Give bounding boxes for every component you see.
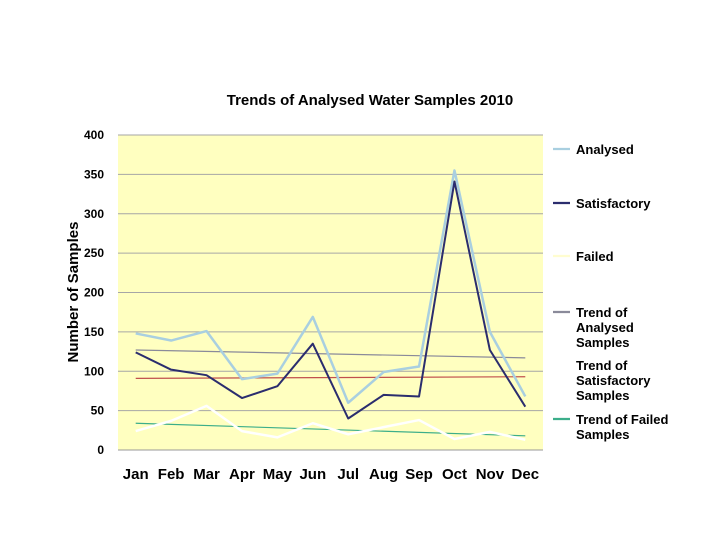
y-tick-label: 100 <box>84 364 104 378</box>
y-axis-ticks: 0 50 100 150 200 250 300 350 400 <box>84 128 104 457</box>
y-tick-label: 400 <box>84 128 104 142</box>
trend-line-0 <box>135 349 526 359</box>
legend-label: Trend of Failed <box>576 412 669 427</box>
x-tick-label: Jan <box>123 466 149 483</box>
legend-label: Analysed <box>576 142 634 157</box>
x-axis-ticks: Jan Feb Mar Apr May Jun Jul Aug Sep Oct Nov Dec <box>123 466 539 483</box>
legend-label: Failed <box>576 249 614 264</box>
legend-label: Analysed <box>576 320 634 335</box>
y-axis-label: Number of Samples <box>65 222 82 363</box>
legend-label: Satisfactory <box>576 196 651 211</box>
y-tick-label: 200 <box>84 286 104 300</box>
x-tick-label: Sep <box>405 466 433 483</box>
x-tick-label: Jul <box>337 466 359 483</box>
gridlines <box>118 134 543 451</box>
series-line-0 <box>135 169 527 404</box>
trend-line-1 <box>135 376 526 379</box>
y-tick-label: 0 <box>97 443 104 457</box>
x-tick-label: May <box>263 466 293 483</box>
legend-label: Trend of <box>576 305 628 320</box>
x-tick-label: Apr <box>229 466 255 483</box>
x-tick-label: Mar <box>193 466 220 483</box>
x-tick-label: Oct <box>442 466 467 483</box>
legend-label: Satisfactory <box>576 373 651 388</box>
series-lines <box>135 169 527 441</box>
legend-label: Samples <box>576 335 629 350</box>
legend-label: Samples <box>576 427 629 442</box>
y-tick-label: 50 <box>91 404 105 418</box>
series-line-1 <box>135 180 527 420</box>
x-tick-label: Dec <box>512 466 540 483</box>
x-tick-label: Aug <box>369 466 398 483</box>
y-tick-label: 350 <box>84 167 104 181</box>
legend-label: Trend of <box>576 358 628 373</box>
legend-label: Samples <box>576 388 629 403</box>
x-tick-label: Nov <box>476 466 505 483</box>
x-tick-label: Feb <box>158 466 185 483</box>
y-tick-label: 250 <box>84 246 104 260</box>
y-tick-label: 300 <box>84 207 104 221</box>
chart-title: Trends of Analysed Water Samples 2010 <box>227 92 514 109</box>
x-tick-label: Jun <box>299 466 326 483</box>
y-tick-label: 150 <box>84 325 104 339</box>
series-line-2 <box>135 404 526 441</box>
